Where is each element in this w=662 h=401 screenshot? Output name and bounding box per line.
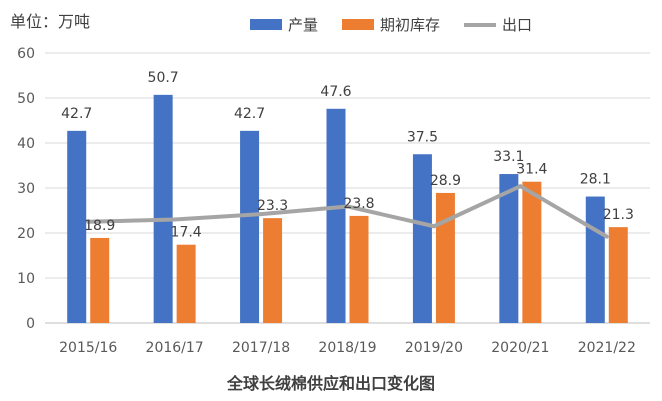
data-label-stock: 21.3 — [603, 207, 634, 223]
y-tick-label: 40 — [17, 136, 35, 152]
legend-label-production: 产量 — [288, 16, 319, 34]
x-tick-label: 2021/22 — [578, 340, 636, 356]
y-tick-label: 30 — [17, 181, 35, 197]
y-tick-label: 50 — [17, 91, 35, 107]
x-tick-label: 2020/21 — [491, 340, 549, 356]
data-label-production: 33.1 — [493, 149, 524, 165]
y-tick-label: 20 — [17, 226, 35, 242]
bar-stock — [90, 237, 110, 323]
legend: 产量 期初库存 出口 — [250, 14, 532, 35]
x-tick-label: 2015/16 — [59, 340, 117, 356]
data-label-stock: 17.4 — [171, 225, 202, 241]
unit-label: 单位：万吨 — [10, 12, 91, 31]
bar-stock — [522, 181, 542, 323]
data-label-stock: 31.4 — [516, 162, 547, 178]
y-tick-label: 60 — [17, 46, 35, 62]
point-export — [172, 217, 177, 222]
data-label-stock: 18.9 — [84, 218, 115, 234]
chart-title: 全球长绒棉供应和出口变化图 — [226, 374, 435, 393]
data-label-stock: 28.9 — [430, 173, 461, 189]
point-export — [86, 219, 91, 224]
bar-production — [326, 108, 346, 323]
x-tick-label: 2018/19 — [318, 340, 376, 356]
legend-item-production: 产量 — [250, 14, 318, 35]
y-tick-label: 10 — [17, 271, 35, 287]
bar-production — [153, 94, 173, 323]
bar-stock — [608, 227, 628, 323]
bar-production — [67, 130, 87, 323]
bar-stock — [263, 218, 283, 323]
legend-label-stock: 期初库存 — [380, 16, 441, 34]
bar-production — [240, 130, 260, 323]
data-label-production: 28.1 — [580, 172, 611, 188]
data-label-production: 47.6 — [320, 84, 351, 100]
x-tick-label: 2016/17 — [146, 340, 204, 356]
x-tick-label: 2019/20 — [405, 340, 463, 356]
y-tick-label: 0 — [26, 316, 35, 332]
point-export — [604, 234, 609, 239]
point-export — [518, 184, 523, 189]
data-label-stock: 23.8 — [343, 196, 374, 212]
point-export — [431, 224, 436, 229]
data-label-production: 42.7 — [234, 106, 265, 122]
x-tick-label: 2017/18 — [232, 340, 290, 356]
bar-stock — [176, 244, 196, 323]
legend-item-stock: 期初库存 — [342, 14, 440, 35]
data-label-stock: 23.3 — [257, 198, 288, 214]
point-export — [345, 204, 350, 209]
bar-stock — [349, 215, 369, 323]
legend-label-export: 出口 — [502, 16, 533, 34]
data-label-production: 50.7 — [148, 70, 179, 86]
bar-stock — [435, 192, 455, 323]
bar-production — [412, 154, 432, 323]
legend-swatch-export — [464, 22, 497, 27]
legend-item-export: 出口 — [464, 14, 532, 35]
data-label-production: 42.7 — [61, 106, 92, 122]
legend-swatch-stock — [342, 19, 375, 30]
legend-swatch-production — [250, 19, 282, 30]
data-label-production: 37.5 — [407, 129, 438, 145]
point-export — [259, 212, 264, 217]
bar-production — [499, 174, 519, 323]
